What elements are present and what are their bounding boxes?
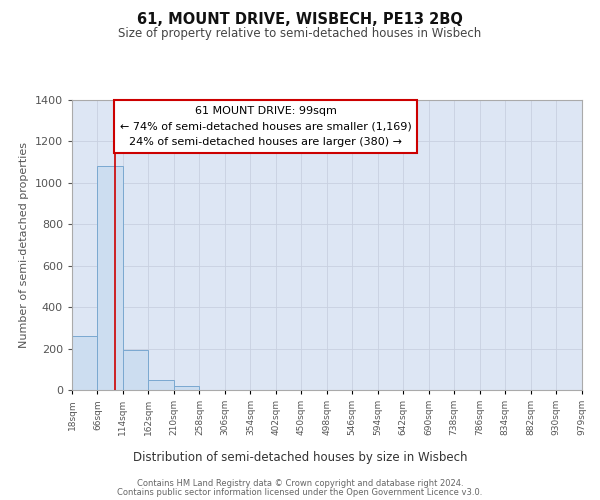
- Text: Contains HM Land Registry data © Crown copyright and database right 2024.: Contains HM Land Registry data © Crown c…: [137, 480, 463, 488]
- Bar: [174, 386, 199, 390]
- Bar: [97, 166, 123, 390]
- Text: Size of property relative to semi-detached houses in Wisbech: Size of property relative to semi-detach…: [118, 28, 482, 40]
- Text: 61, MOUNT DRIVE, WISBECH, PE13 2BQ: 61, MOUNT DRIVE, WISBECH, PE13 2BQ: [137, 12, 463, 28]
- Bar: [72, 336, 97, 390]
- Text: 61 MOUNT DRIVE: 99sqm
← 74% of semi-detached houses are smaller (1,169)
24% of s: 61 MOUNT DRIVE: 99sqm ← 74% of semi-deta…: [120, 106, 412, 147]
- Text: Contains public sector information licensed under the Open Government Licence v3: Contains public sector information licen…: [118, 488, 482, 497]
- Bar: [148, 380, 174, 390]
- Bar: [123, 350, 148, 390]
- Y-axis label: Number of semi-detached properties: Number of semi-detached properties: [19, 142, 29, 348]
- Text: Distribution of semi-detached houses by size in Wisbech: Distribution of semi-detached houses by …: [133, 451, 467, 464]
